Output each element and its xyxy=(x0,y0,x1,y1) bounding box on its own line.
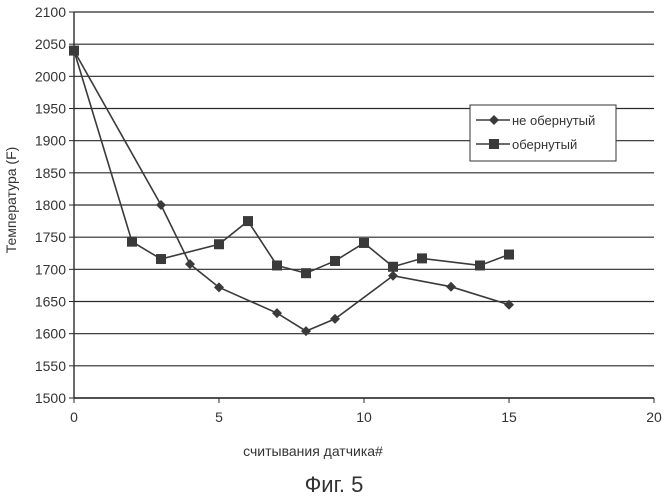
data-point-square xyxy=(417,253,427,263)
x-tick-label: 10 xyxy=(356,409,372,425)
legend-label: не обернутый xyxy=(512,113,595,128)
data-point-square xyxy=(504,250,514,260)
y-tick-label: 1750 xyxy=(35,229,66,245)
legend-label: обернутый xyxy=(512,137,577,152)
data-point-square xyxy=(359,238,369,248)
x-tick-label: 15 xyxy=(501,409,517,425)
y-tick-label: 1900 xyxy=(35,133,66,149)
x-tick-labels: 0 5 10 15 20 xyxy=(70,409,662,425)
series-line xyxy=(74,51,509,331)
x-axis-title: считывания датчика# xyxy=(243,443,383,459)
data-point-square xyxy=(489,139,499,149)
data-point-diamond xyxy=(446,282,456,292)
y-tick-label: 1800 xyxy=(35,197,66,213)
y-axis-title: Температура (F) xyxy=(3,147,19,254)
y-tick-label: 2100 xyxy=(35,4,66,20)
series-line xyxy=(74,51,509,274)
y-tick-label: 1550 xyxy=(35,358,66,374)
series-diamond xyxy=(69,46,514,336)
data-point-diamond xyxy=(301,326,311,336)
y-tick-label: 1650 xyxy=(35,294,66,310)
data-point-diamond xyxy=(272,308,282,318)
y-tick-label: 1600 xyxy=(35,326,66,342)
data-point-square xyxy=(475,260,485,270)
data-point-square xyxy=(69,46,79,56)
data-point-square xyxy=(330,256,340,266)
x-tick-label: 0 xyxy=(70,409,78,425)
data-point-diamond xyxy=(156,200,166,210)
y-tick-labels: 1500 1550 1600 1650 1700 1750 1800 1850 1900 1950… xyxy=(35,4,66,406)
axes xyxy=(69,12,654,403)
y-tick-label: 1950 xyxy=(35,101,66,117)
x-tick-label: 20 xyxy=(646,409,662,425)
data-point-square xyxy=(127,237,137,247)
y-tick-label: 1850 xyxy=(35,165,66,181)
x-tick-label: 5 xyxy=(215,409,223,425)
data-point-square xyxy=(243,216,253,226)
data-point-square xyxy=(388,262,398,272)
series-square xyxy=(69,46,514,279)
y-tick-label: 1700 xyxy=(35,261,66,277)
data-point-square xyxy=(301,268,311,278)
figure-caption: Фиг. 5 xyxy=(305,472,364,497)
y-tick-label: 2000 xyxy=(35,68,66,84)
y-tick-label: 2050 xyxy=(35,36,66,52)
data-point-square xyxy=(156,254,166,264)
data-point-square xyxy=(214,239,224,249)
data-point-square xyxy=(272,260,282,270)
legend: не обернутый обернутый xyxy=(470,105,616,161)
series xyxy=(69,46,514,336)
y-tick-label: 1500 xyxy=(35,390,66,406)
